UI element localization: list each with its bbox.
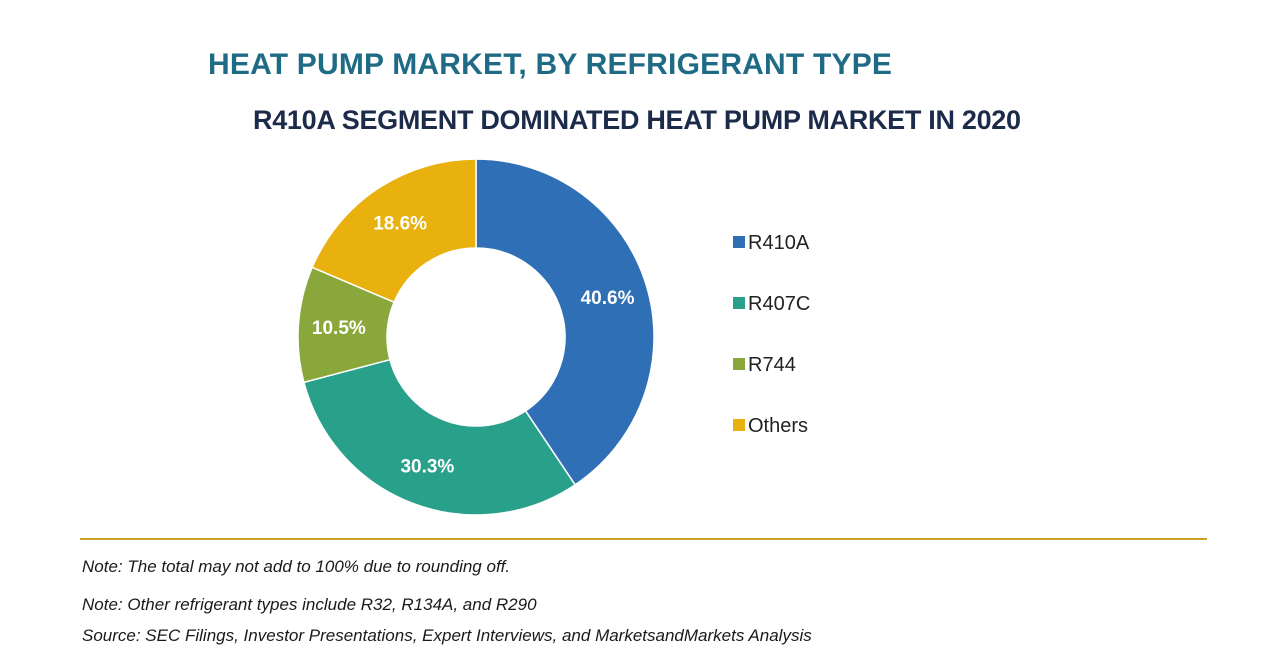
legend-label-others: Others bbox=[748, 415, 808, 437]
chart-title: HEAT PUMP MARKET, BY REFRIGERANT TYPE bbox=[208, 48, 893, 81]
note-rounding: Note: The total may not add to 100% due … bbox=[82, 557, 511, 576]
slice-r410a bbox=[475, 158, 655, 486]
slice-label-r407c: 30.3% bbox=[400, 457, 454, 478]
legend-label-r407c: R407C bbox=[748, 293, 810, 315]
slice-label-others: 18.6% bbox=[373, 213, 427, 234]
legend-label-r744: R744 bbox=[748, 354, 796, 376]
slice-others bbox=[311, 158, 477, 304]
legend-label-r410a: R410A bbox=[748, 232, 810, 254]
legend-swatch-r744 bbox=[733, 358, 745, 370]
chart-subtitle: R410A SEGMENT DOMINATED HEAT PUMP MARKET… bbox=[253, 105, 1021, 135]
legend-swatch-r407c bbox=[733, 297, 745, 309]
divider bbox=[80, 538, 1207, 540]
donut-chart: 40.6% 30.3% 10.5% 18.6% R410A R407C R744 Others bbox=[297, 158, 810, 516]
slice-r407c bbox=[302, 358, 577, 516]
legend-swatch-r410a bbox=[733, 236, 745, 248]
legend-swatch-others bbox=[733, 419, 745, 431]
slice-label-r744: 10.5% bbox=[312, 318, 366, 339]
slice-label-r410a: 40.6% bbox=[581, 288, 635, 309]
source-note: Source: SEC Filings, Investor Presentati… bbox=[82, 626, 812, 645]
note-other-types: Note: Other refrigerant types include R3… bbox=[82, 595, 537, 614]
